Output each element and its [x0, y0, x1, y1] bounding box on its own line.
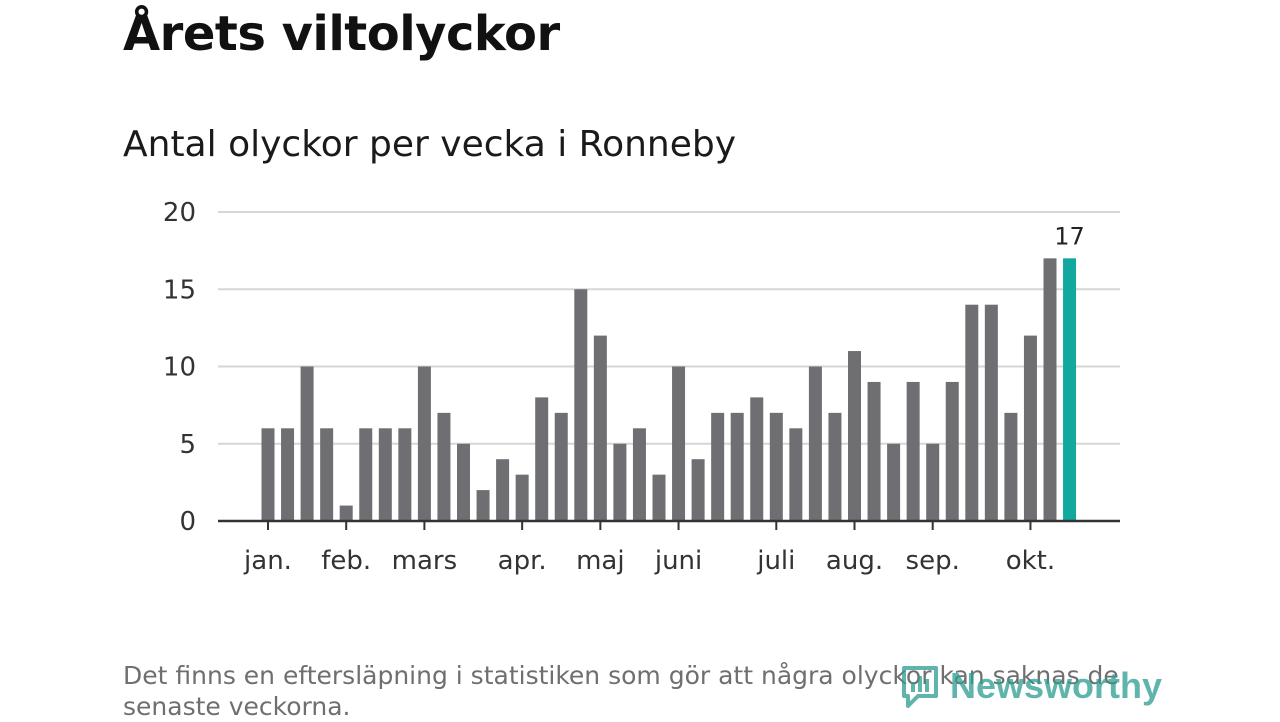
bar [730, 412, 744, 521]
bar [378, 428, 392, 521]
bar [965, 304, 979, 521]
bar [945, 381, 959, 521]
footnote: Det finns en eftersläpning i statistiken… [123, 661, 1119, 721]
bar [535, 397, 549, 521]
bar [496, 459, 510, 521]
bar [476, 490, 490, 521]
bar [261, 428, 275, 521]
x-tick-label: apr. [498, 546, 547, 576]
bar-chart-logo-icon [902, 666, 938, 708]
bar-chart: 0 5 10 15 20 jan. feb. mars apr. maj juni juli aug. s… [163, 198, 1120, 576]
bar [359, 428, 373, 521]
x-tick-label: sep. [906, 546, 960, 576]
bar [1004, 412, 1018, 521]
y-tick-label: 15 [163, 275, 196, 305]
bar [1043, 258, 1057, 521]
y-tick-label: 20 [163, 198, 196, 228]
bar [750, 397, 764, 521]
x-tick-label: okt. [1006, 546, 1055, 576]
bar [300, 366, 314, 521]
bar [769, 412, 783, 521]
bar [398, 428, 412, 521]
gridlines [218, 211, 1120, 445]
bar [1063, 258, 1077, 521]
x-tick-label: feb. [321, 546, 371, 576]
bar [691, 459, 705, 521]
bar [848, 351, 861, 521]
x-tick-label: jan. [243, 546, 292, 576]
bar [887, 443, 901, 521]
bar [457, 443, 470, 521]
bar [632, 428, 646, 521]
bar [515, 474, 529, 521]
bar [593, 335, 607, 521]
x-tick-label: aug. [826, 546, 883, 576]
x-tick-label: juli [756, 546, 795, 576]
x-tick-label: maj [576, 546, 624, 576]
bar [926, 443, 940, 521]
bar [652, 474, 666, 521]
bar [554, 412, 568, 521]
axes [218, 519, 1120, 530]
labels: 0 5 10 15 20 jan. feb. mars apr. maj juni juli aug. s… [163, 198, 1085, 576]
bars [261, 258, 1077, 521]
bar [906, 381, 920, 521]
y-tick-label: 5 [179, 430, 196, 460]
bar [867, 381, 881, 521]
brand-logo[interactable]: Newsworthy [900, 664, 1162, 708]
bar [672, 366, 686, 521]
bar [711, 412, 725, 521]
bar [320, 428, 334, 521]
x-tick-label: mars [392, 546, 458, 576]
bar [281, 428, 295, 521]
bar [828, 412, 842, 521]
bar [984, 304, 998, 521]
bar [613, 443, 627, 521]
bar [417, 366, 431, 521]
bar [1023, 335, 1037, 521]
chart-subtitle: Antal olyckor per vecka i Ronneby [123, 124, 737, 165]
bar [437, 412, 451, 521]
bar [789, 428, 803, 521]
brand-name: Newsworthy [950, 665, 1163, 706]
chart-title: Årets viltolyckor [123, 6, 560, 62]
y-tick-label: 0 [179, 507, 196, 537]
x-tick-label: juni [654, 546, 702, 576]
y-tick-label: 10 [163, 353, 196, 383]
bar [808, 366, 822, 521]
bar [574, 289, 588, 521]
bar [339, 505, 353, 521]
data-label: 17 [1054, 222, 1085, 250]
